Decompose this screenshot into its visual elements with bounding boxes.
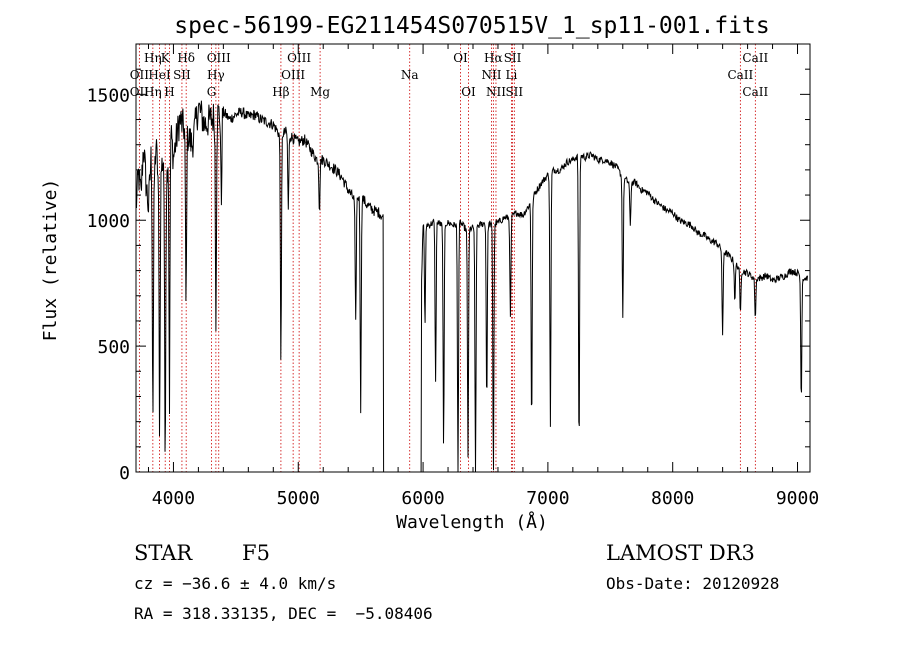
x-tick-label: 5000 (277, 488, 320, 509)
x-tick-label: 4000 (152, 488, 195, 509)
line-marker-label: HeI (148, 68, 171, 82)
line-marker-label: H (164, 85, 174, 99)
observation-date: Obs-Date: 20120928 (606, 574, 780, 593)
y-tick-label: 1500 (87, 85, 130, 106)
spectrum-chart: spec-56199-EG211454S070515V_1_sp11-001.f… (40, 13, 820, 533)
line-marker-label: OII (130, 85, 150, 99)
axis-ticks (136, 43, 810, 473)
line-marker-label: CaII (727, 68, 753, 82)
line-marker-label: SII (173, 68, 191, 82)
y-tick-label: 0 (119, 463, 130, 484)
plot-frame (135, 43, 811, 473)
redshift-cz: cz = −36.6 ± 4.0 km/s (134, 574, 337, 593)
line-marker-label: CaII (742, 85, 768, 99)
line-marker-label: OIII (281, 68, 305, 82)
line-marker-label: NII (481, 68, 501, 82)
coordinates: RA = 318.33135, DEC = −5.08406 (134, 604, 433, 623)
x-tick-label: 8000 (651, 488, 694, 509)
line-marker-label: SII (504, 51, 522, 65)
line-marker-label: Hη (144, 51, 162, 65)
line-marker-label: SII (505, 85, 523, 99)
survey-name: LAMOST DR3 (606, 541, 755, 565)
line-marker-label: Hη (144, 85, 162, 99)
y-tick-label: 500 (97, 337, 130, 358)
line-marker-label: OII (130, 68, 150, 82)
line-marker-label: Na (401, 68, 419, 82)
y-axis-label: Flux (relative) (40, 179, 61, 342)
x-tick-label: 6000 (401, 488, 444, 509)
x-tick-label: 9000 (776, 488, 819, 509)
line-marker-label: OI (453, 51, 468, 65)
line-marker-label: OI (461, 85, 476, 99)
axis-tick-labels: 4000 5000 6000 7000 8000 9000 0 500 1000 1500 (87, 85, 820, 509)
line-marker-label: G (207, 85, 217, 99)
line-marker-label: Hδ (177, 51, 195, 65)
object-subclass: F5 (242, 541, 270, 565)
line-marker-label: Hβ (272, 85, 289, 99)
x-axis-label: Wavelength (Å) (396, 511, 548, 533)
x-tick-label: 7000 (526, 488, 569, 509)
line-markers (138, 44, 756, 472)
line-marker-label: K (161, 51, 171, 65)
line-marker-label: NII (486, 85, 506, 99)
line-marker-label: OIII (207, 51, 231, 65)
line-marker-label: Li (506, 68, 518, 82)
line-marker-label: Hγ (207, 68, 225, 82)
line-marker-label: Hα (484, 51, 503, 65)
chart-title: spec-56199-EG211454S070515V_1_sp11-001.f… (174, 13, 769, 39)
line-marker-label: OIII (287, 51, 311, 65)
line-marker-label: CaII (742, 51, 768, 65)
object-type: STAR (134, 541, 193, 565)
spectrum-line (135, 100, 808, 473)
line-marker-label: Mg (310, 85, 330, 99)
y-tick-label: 1000 (87, 211, 130, 232)
